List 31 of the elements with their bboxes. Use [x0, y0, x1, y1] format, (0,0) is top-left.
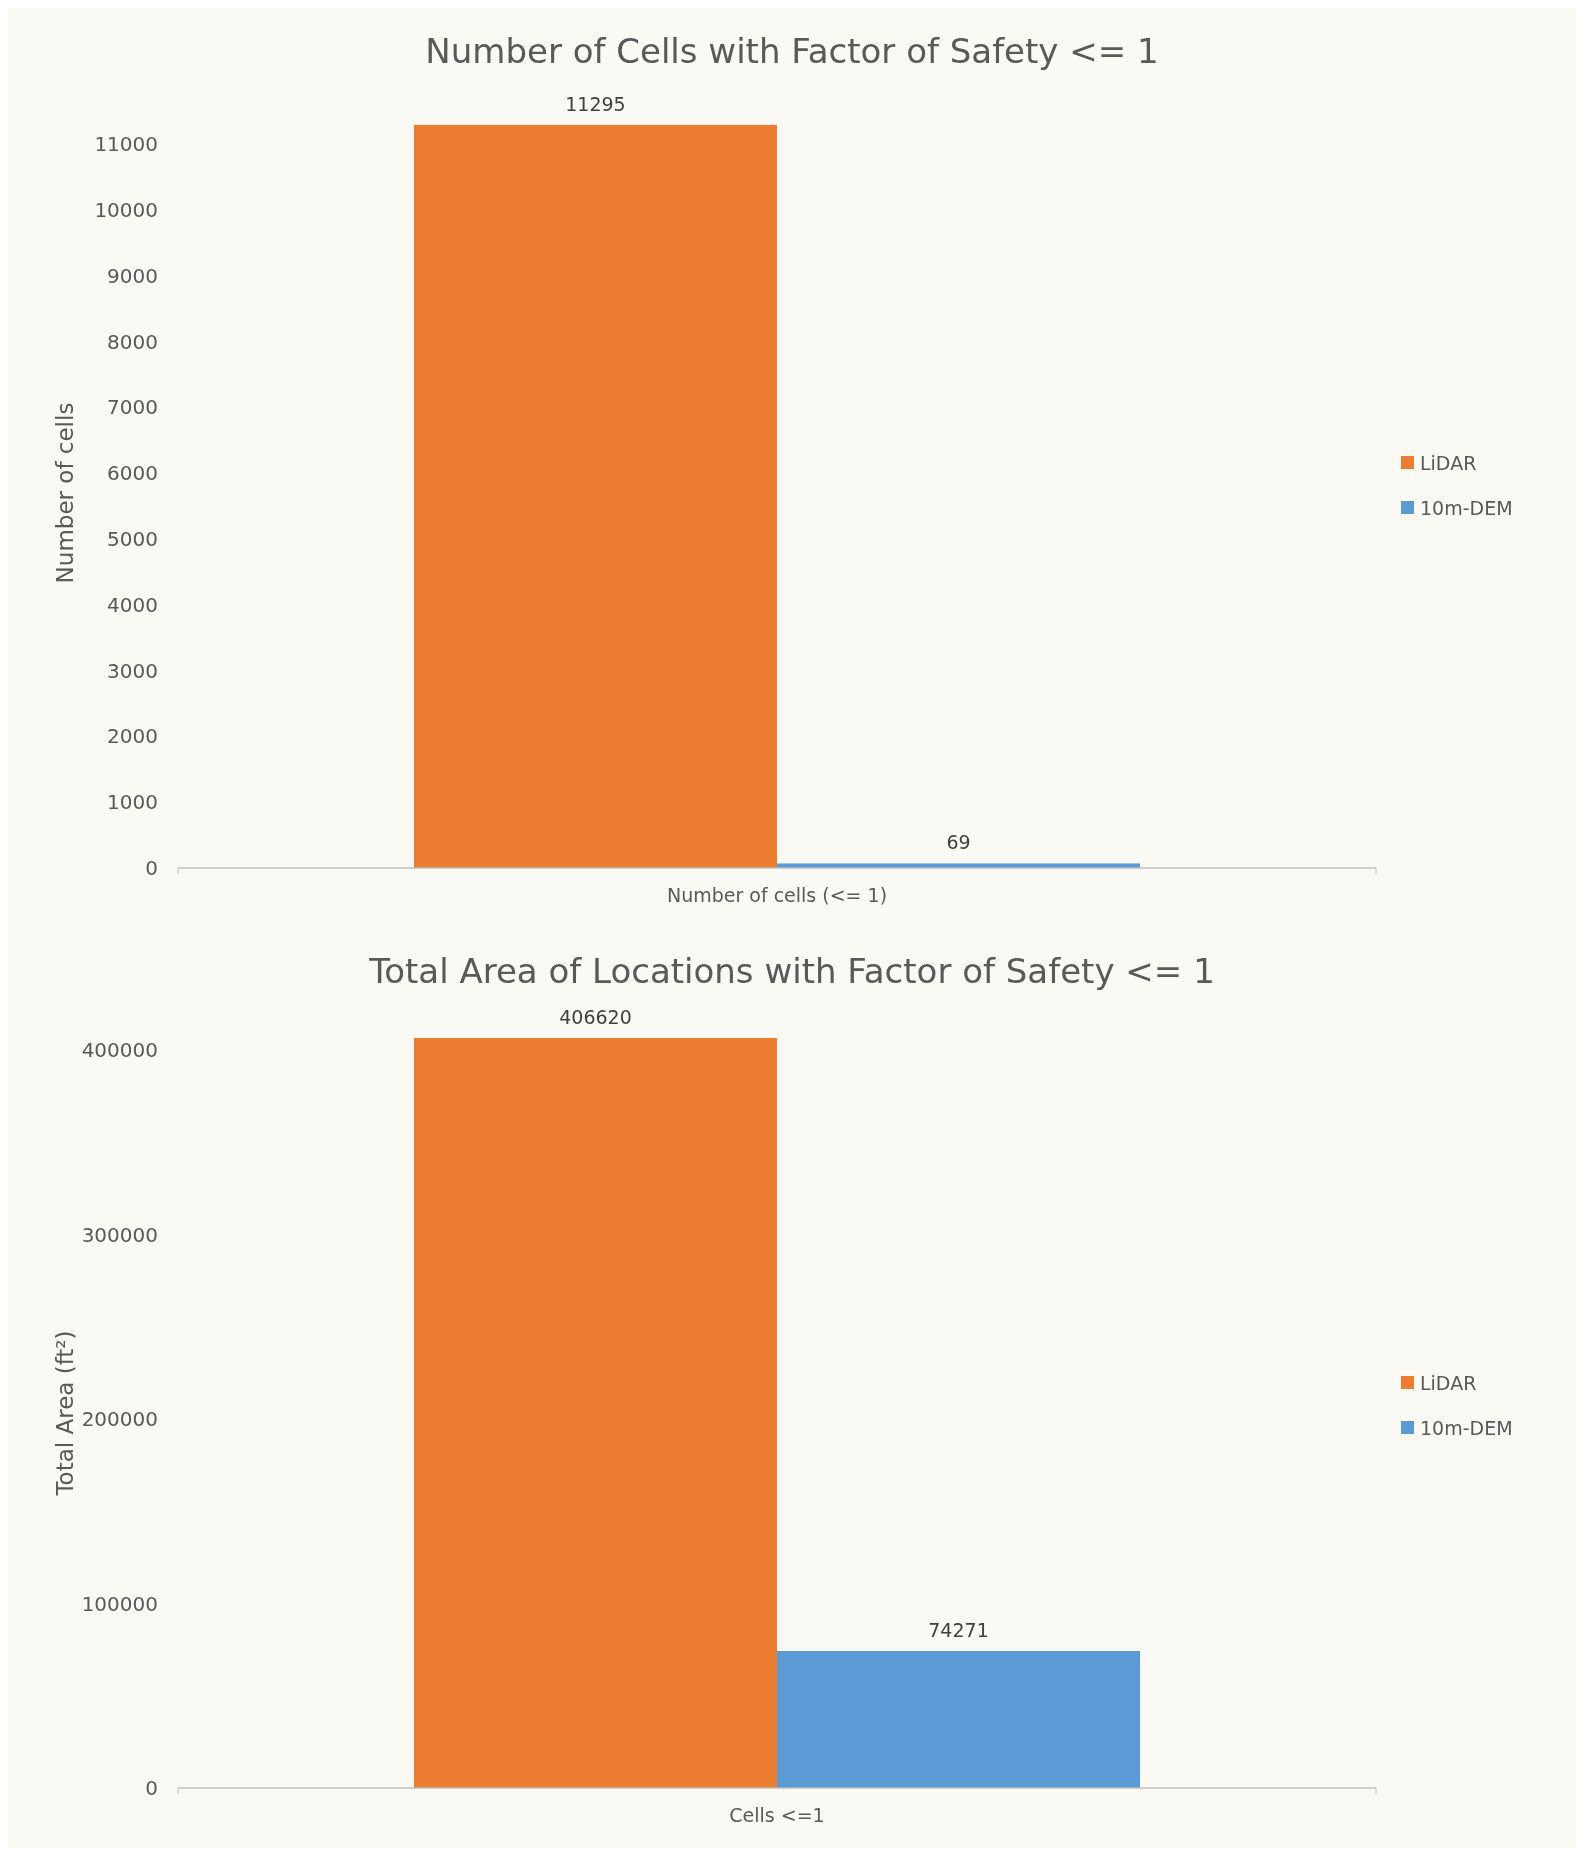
legend-label: 10m-DEM — [1420, 1416, 1513, 1439]
y-tick-label: 2000 — [107, 724, 158, 749]
legend-label: LiDAR — [1420, 1371, 1477, 1394]
y-tick-label: 200000 — [81, 1407, 158, 1432]
y-tick-label: 400000 — [81, 1038, 158, 1063]
y-tick-label: 5000 — [107, 527, 158, 552]
y-axis-title: Number of cells — [52, 402, 78, 584]
y-tick-label: 1000 — [107, 790, 158, 815]
x-tick-label: Number of cells (<= 1) — [666, 884, 888, 906]
y-axis-title: Total Area (ft²) — [52, 1330, 78, 1497]
y-tick-label: 8000 — [107, 329, 158, 354]
data-label: 406620 — [559, 1006, 632, 1028]
chart-title: Total Area of Locations with Factor of Safety <= 1 — [368, 951, 1215, 991]
data-label: 74271 — [928, 1619, 989, 1642]
y-tick-label: 3000 — [107, 658, 158, 683]
legend-label: LiDAR — [1420, 451, 1477, 474]
y-tick-label: 9000 — [107, 263, 158, 288]
y-tick-label: 300000 — [81, 1222, 158, 1247]
data-label: 69 — [946, 831, 971, 854]
chart-title: Number of Cells with Factor of Safety <= 1 — [425, 31, 1159, 71]
y-tick-label: 0 — [145, 1776, 158, 1800]
y-tick-label: 11000 — [94, 132, 158, 157]
legend-label: 10m-DEM — [1420, 496, 1513, 519]
x-tick-label: Cells <=1 — [729, 1804, 825, 1826]
y-tick-label: 4000 — [107, 592, 158, 617]
y-tick-label: 6000 — [107, 461, 158, 486]
y-tick-label: 0 — [145, 856, 158, 880]
y-tick-label: 100000 — [81, 1591, 158, 1616]
y-tick-label: 10000 — [94, 198, 158, 223]
y-tick-label: 7000 — [107, 395, 158, 420]
data-label: 11295 — [565, 92, 626, 115]
